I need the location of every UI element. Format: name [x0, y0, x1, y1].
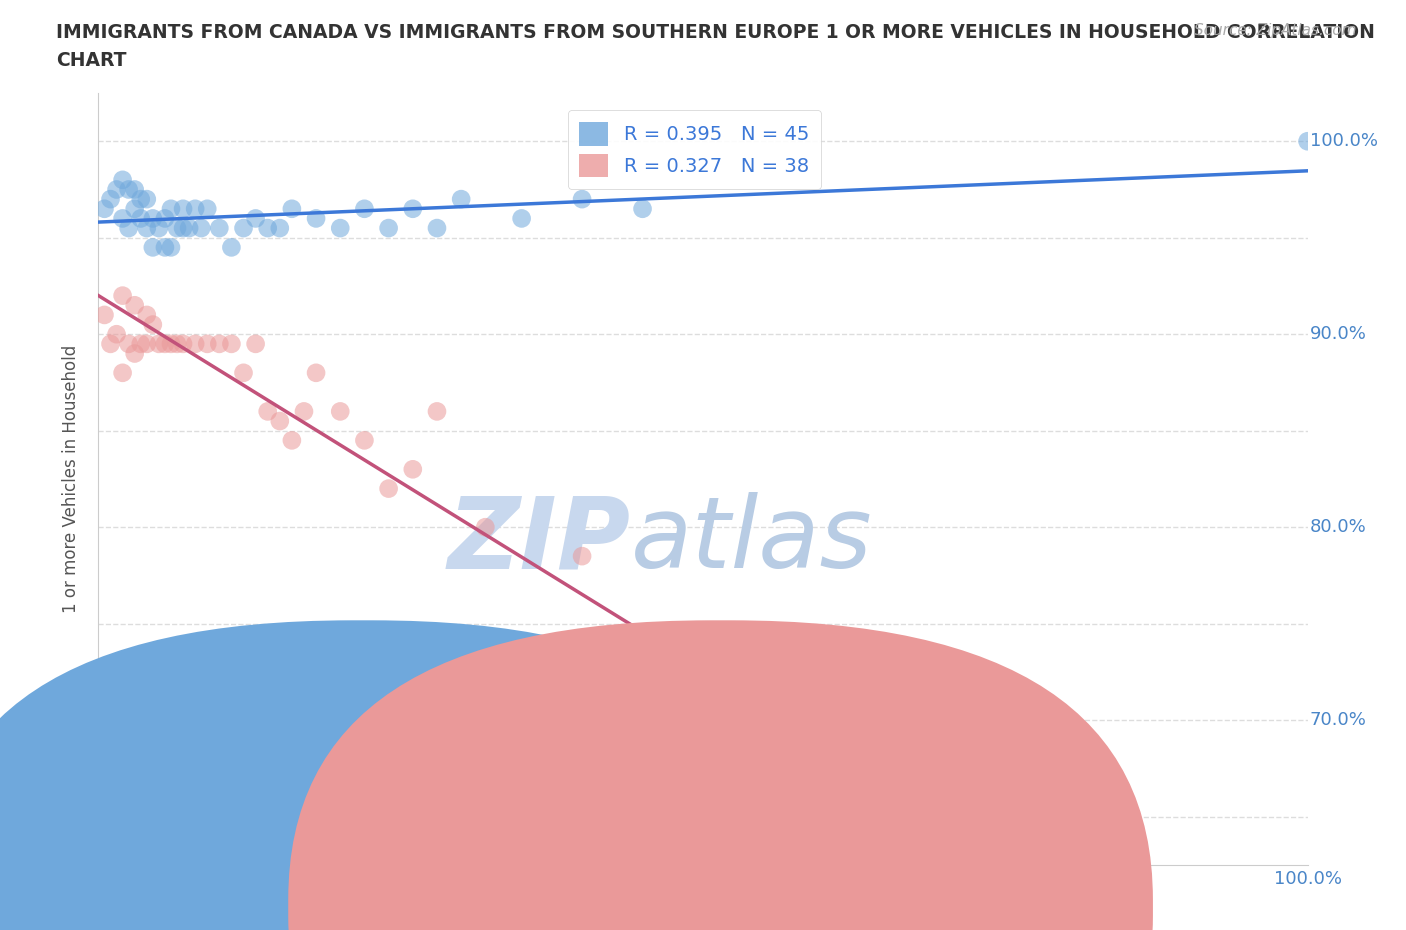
Point	[129, 211, 152, 226]
Point	[166, 220, 188, 235]
Point	[208, 220, 231, 235]
Point	[129, 192, 152, 206]
Point	[179, 220, 201, 235]
Point	[100, 337, 122, 352]
Text: 100.0%: 100.0%	[1310, 132, 1378, 151]
Point	[166, 337, 188, 352]
Point	[142, 317, 165, 332]
Point	[221, 337, 243, 352]
Point	[148, 220, 170, 235]
Point	[232, 365, 254, 380]
Text: Source: ZipAtlas.com: Source: ZipAtlas.com	[1194, 23, 1357, 38]
Point	[124, 182, 146, 197]
Point	[631, 201, 654, 216]
Point	[160, 337, 183, 352]
Point	[377, 481, 399, 496]
Point	[124, 298, 146, 312]
Text: Immigrants from Southern Europe: Immigrants from Southern Europe	[702, 894, 986, 911]
Point	[221, 240, 243, 255]
Point	[281, 201, 304, 216]
Point	[232, 220, 254, 235]
Point	[142, 211, 165, 226]
Point	[172, 337, 194, 352]
Point	[571, 549, 593, 564]
Text: Immigrants from Canada: Immigrants from Canada	[388, 894, 596, 911]
Point	[105, 326, 128, 341]
Point	[292, 404, 315, 418]
Text: ZIP: ZIP	[447, 492, 630, 590]
Point	[135, 220, 157, 235]
Point	[129, 337, 152, 352]
Point	[111, 288, 134, 303]
Point	[135, 337, 157, 352]
Point	[571, 192, 593, 206]
Point	[269, 414, 291, 429]
Text: 70.0%: 70.0%	[1310, 711, 1367, 729]
Point	[752, 790, 775, 804]
Point	[426, 404, 449, 418]
Point	[190, 220, 212, 235]
Point	[281, 432, 304, 447]
Point	[631, 684, 654, 698]
Point	[153, 240, 176, 255]
Legend: R = 0.395   N = 45, R = 0.327   N = 38: R = 0.395 N = 45, R = 0.327 N = 38	[568, 111, 821, 189]
Point	[184, 201, 207, 216]
Point	[148, 337, 170, 352]
Point	[93, 201, 115, 216]
Point	[105, 182, 128, 197]
Point	[172, 201, 194, 216]
Y-axis label: 1 or more Vehicles in Household: 1 or more Vehicles in Household	[62, 345, 80, 613]
Point	[377, 220, 399, 235]
Point	[195, 201, 218, 216]
Point	[100, 192, 122, 206]
Point	[256, 404, 278, 418]
Point	[510, 211, 533, 226]
Point	[135, 308, 157, 323]
Point	[353, 201, 375, 216]
Point	[1296, 134, 1319, 149]
Text: 90.0%: 90.0%	[1310, 326, 1367, 343]
Point	[160, 201, 183, 216]
Point	[111, 172, 134, 187]
Point	[305, 365, 328, 380]
Point	[402, 462, 425, 477]
Point	[111, 211, 134, 226]
Point	[208, 337, 231, 352]
Point	[118, 182, 141, 197]
Point	[450, 192, 472, 206]
Text: CHART: CHART	[56, 51, 127, 70]
Point	[245, 211, 267, 226]
Point	[160, 240, 183, 255]
Point	[474, 520, 496, 535]
Text: atlas: atlas	[630, 492, 872, 590]
Text: 80.0%: 80.0%	[1310, 518, 1367, 537]
Point	[269, 220, 291, 235]
Point	[118, 220, 141, 235]
Point	[93, 308, 115, 323]
Point	[402, 201, 425, 216]
Point	[184, 337, 207, 352]
Point	[329, 404, 352, 418]
Point	[135, 192, 157, 206]
Point	[256, 220, 278, 235]
Point	[353, 432, 375, 447]
Point	[142, 240, 165, 255]
Point	[692, 655, 714, 670]
Point	[245, 337, 267, 352]
Point	[153, 337, 176, 352]
Point	[195, 337, 218, 352]
Text: IMMIGRANTS FROM CANADA VS IMMIGRANTS FROM SOUTHERN EUROPE 1 OR MORE VEHICLES IN : IMMIGRANTS FROM CANADA VS IMMIGRANTS FRO…	[56, 23, 1375, 42]
Point	[111, 365, 134, 380]
Point	[124, 346, 146, 361]
Point	[305, 211, 328, 226]
Point	[118, 337, 141, 352]
Point	[426, 220, 449, 235]
Point	[153, 211, 176, 226]
Point	[172, 220, 194, 235]
Point	[124, 201, 146, 216]
Point	[329, 220, 352, 235]
